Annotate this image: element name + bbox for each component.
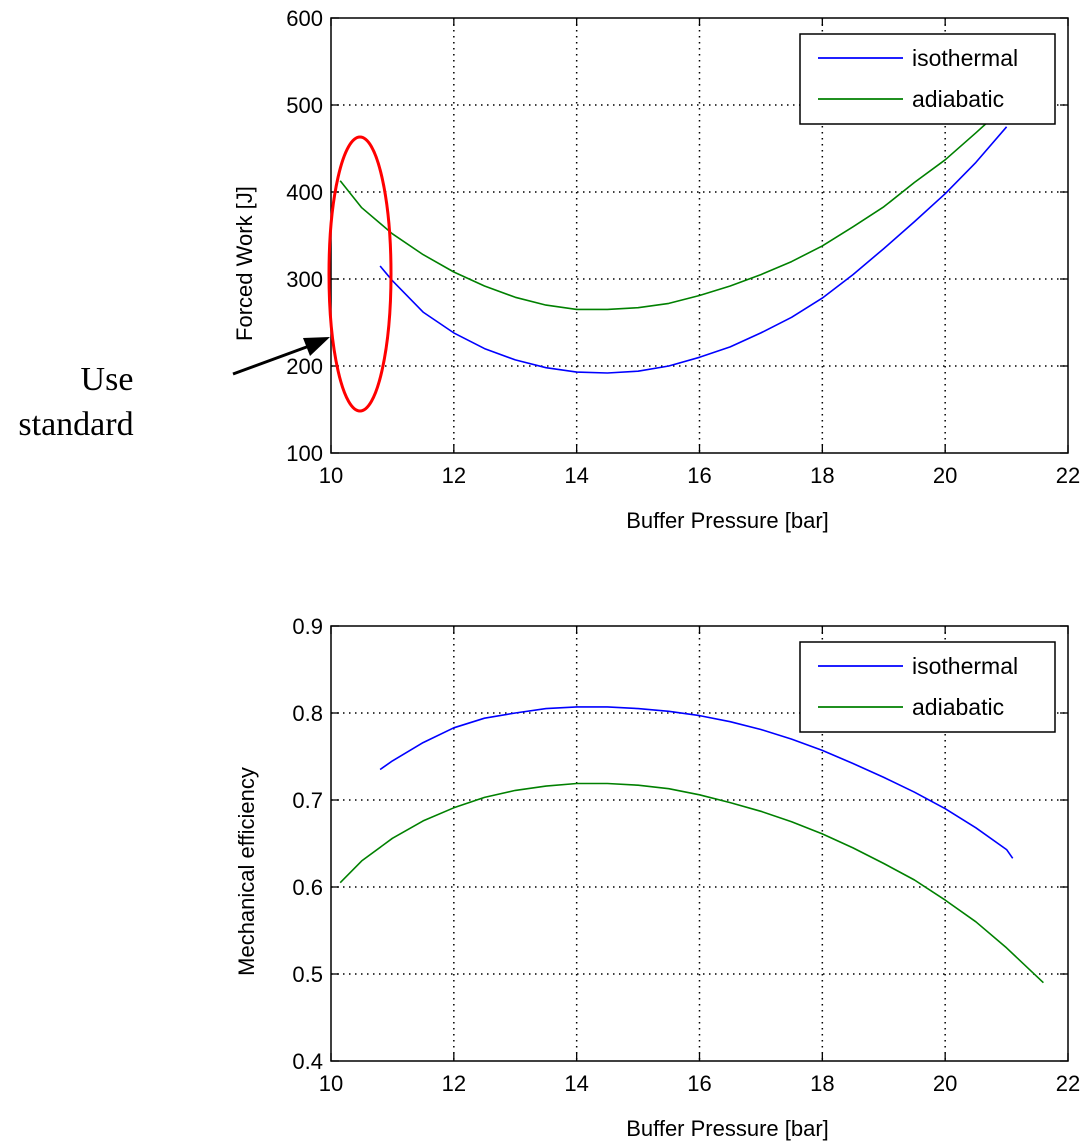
y-tick-label: 0.5: [292, 962, 323, 987]
series-line-adiabatic: [339, 104, 1008, 311]
forced-work-chart: 10 12 14 16 18 20 22 100 200 300 400 500 600 Buffer P…: [232, 6, 1080, 533]
x-tick-label: 16: [687, 1071, 711, 1096]
x-tick-label: 22: [1056, 1071, 1080, 1096]
x-axis-label: Buffer Pressure [bar]: [626, 508, 829, 533]
series-line-isothermal: [379, 126, 1008, 374]
y-axis-label: Mechanical efficiency: [234, 767, 259, 976]
y-tick-label: 600: [286, 6, 323, 31]
x-tick-label: 10: [319, 1071, 343, 1096]
y-tick-label: 0.9: [292, 614, 323, 639]
x-tick-label: 10: [319, 463, 343, 488]
legend-label: isothermal: [912, 653, 1018, 679]
x-tick-label: 16: [687, 463, 711, 488]
y-tick-label: 200: [286, 354, 323, 379]
y-tick-label: 0.7: [292, 788, 323, 813]
x-tick-label: 12: [442, 463, 466, 488]
legend-box: [799, 641, 1056, 733]
legend: isothermal adiabatic: [799, 641, 1056, 733]
y-axis-label: Forced Work [J]: [232, 186, 257, 341]
x-tick-label: 12: [442, 1071, 466, 1096]
y-tick-label: 300: [286, 267, 323, 292]
legend-label: adiabatic: [912, 694, 1004, 720]
y-tick-label: 0.6: [292, 875, 323, 900]
legend-box: [799, 33, 1056, 125]
highlight-ellipse: [327, 135, 393, 413]
arrow-head: [303, 337, 330, 356]
annotation-line-1: Use: [81, 361, 134, 398]
legend: isothermal adiabatic: [799, 33, 1056, 125]
series-line-isothermal: [379, 706, 1014, 859]
x-tick-label: 14: [564, 1071, 588, 1096]
mechanical-efficiency-chart: 10 12 14 16 18 20 22 0.4 0.5 0.6 0.7 0.8 0.9 Buffer P…: [234, 614, 1080, 1141]
y-tick-label: 100: [286, 441, 323, 466]
legend-label: isothermal: [912, 45, 1018, 71]
y-tick-label: 400: [286, 180, 323, 205]
x-tick-label: 20: [933, 463, 957, 488]
legend-label: adiabatic: [912, 86, 1004, 112]
series-line-adiabatic: [339, 782, 1044, 984]
arrow-line: [232, 343, 313, 376]
x-tick-label: 18: [810, 1071, 834, 1096]
x-axis-label: Buffer Pressure [bar]: [626, 1116, 829, 1141]
x-tick-label: 14: [564, 463, 588, 488]
annotation: Use standard: [18, 135, 393, 443]
x-tick-label: 20: [933, 1071, 957, 1096]
x-tick-label: 22: [1056, 463, 1080, 488]
annotation-line-2: standard: [18, 406, 133, 443]
y-tick-label: 500: [286, 93, 323, 118]
x-tick-label: 18: [810, 463, 834, 488]
y-tick-label: 0.8: [292, 701, 323, 726]
y-tick-label: 0.4: [292, 1049, 323, 1074]
